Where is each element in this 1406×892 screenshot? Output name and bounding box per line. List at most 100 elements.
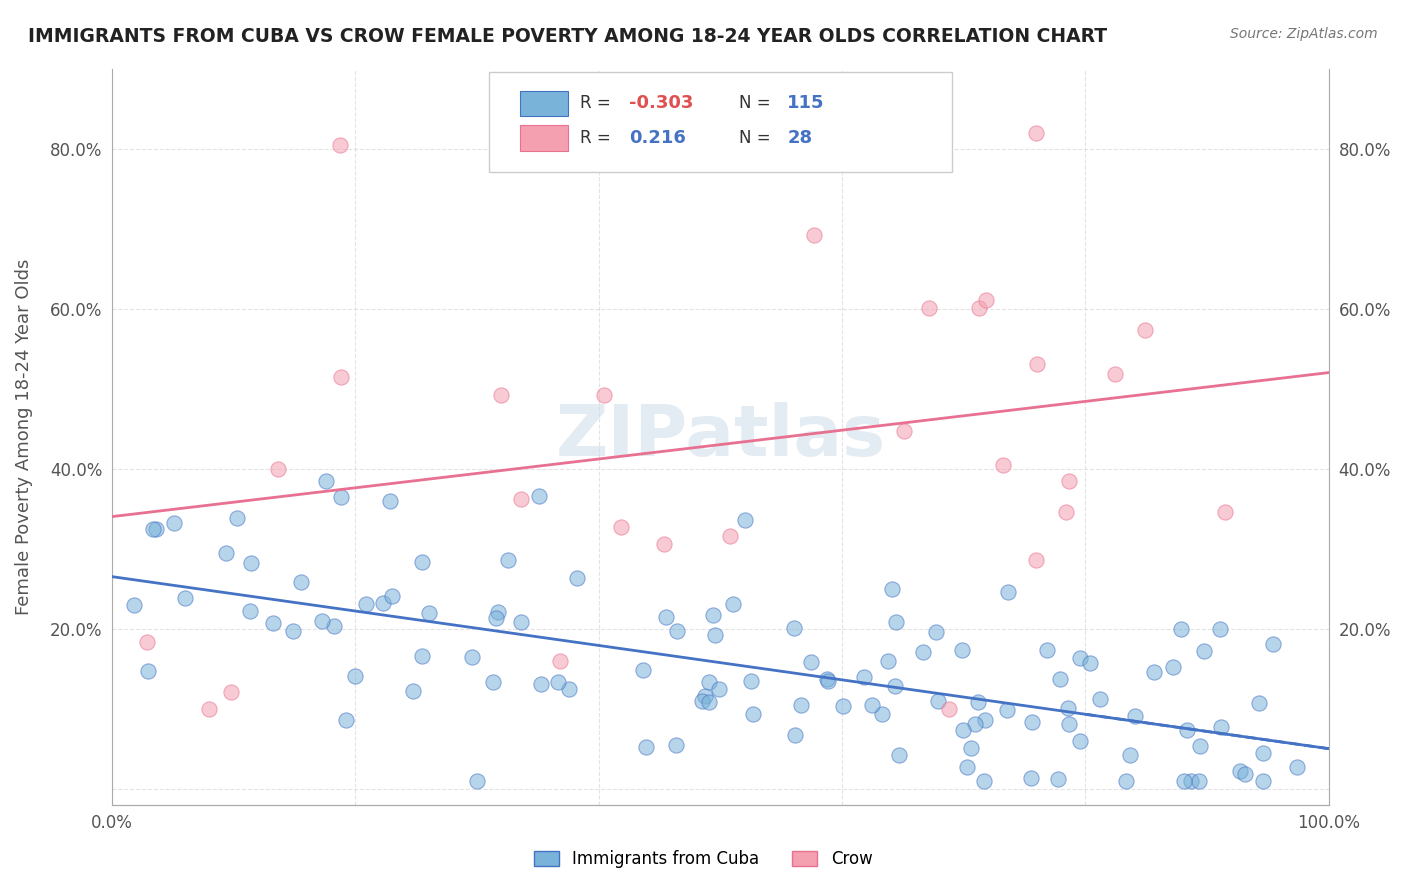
Point	[887, 747, 910, 762]
Point	[1161, 659, 1184, 673]
Text: 28: 28	[787, 129, 813, 147]
Point	[1208, 623, 1230, 637]
Point	[465, 773, 488, 788]
Point	[239, 604, 262, 618]
Text: Source: ZipAtlas.com: Source: ZipAtlas.com	[1230, 27, 1378, 41]
Point	[911, 645, 934, 659]
Point	[697, 695, 720, 709]
Point	[1192, 643, 1215, 657]
Point	[215, 546, 238, 560]
Text: ZIPatlas: ZIPatlas	[555, 402, 886, 471]
Point	[290, 574, 312, 589]
Point	[927, 694, 949, 708]
Point	[1261, 637, 1284, 651]
Point	[963, 717, 986, 731]
Point	[918, 301, 941, 315]
Point	[527, 489, 550, 503]
Point	[136, 634, 159, 648]
Point	[323, 618, 346, 632]
Point	[1025, 553, 1047, 567]
Point	[565, 571, 588, 585]
Point	[967, 301, 990, 315]
Point	[665, 624, 688, 639]
Point	[853, 670, 876, 684]
Point	[330, 490, 353, 504]
Point	[593, 388, 616, 402]
Point	[817, 673, 839, 688]
Text: -0.303: -0.303	[628, 95, 693, 112]
Point	[547, 674, 569, 689]
FancyBboxPatch shape	[520, 91, 568, 116]
Point	[329, 370, 352, 384]
Point	[832, 698, 855, 713]
Point	[1188, 773, 1211, 788]
Point	[311, 614, 333, 628]
Point	[790, 698, 813, 712]
Point	[967, 694, 990, 708]
Point	[1078, 656, 1101, 670]
Point	[1021, 715, 1043, 730]
Point	[950, 643, 973, 657]
Point	[974, 713, 997, 727]
Point	[510, 491, 533, 506]
Point	[1247, 696, 1270, 710]
Point	[742, 706, 765, 721]
Y-axis label: Female Poverty Among 18-24 Year Olds: Female Poverty Among 18-24 Year Olds	[15, 259, 32, 615]
Point	[1057, 701, 1080, 715]
Point	[636, 739, 658, 754]
Point	[163, 516, 186, 530]
Point	[1115, 773, 1137, 788]
Point	[344, 669, 367, 683]
Point	[882, 582, 904, 596]
Point	[142, 522, 165, 536]
FancyBboxPatch shape	[489, 72, 952, 171]
Point	[610, 520, 633, 534]
Point	[1133, 323, 1156, 337]
Point	[1251, 746, 1274, 760]
Point	[267, 462, 290, 476]
Point	[1069, 733, 1091, 747]
Point	[815, 672, 838, 686]
Point	[690, 694, 713, 708]
Point	[655, 609, 678, 624]
Point	[460, 649, 482, 664]
Point	[380, 494, 402, 508]
Point	[734, 513, 756, 527]
Point	[1057, 474, 1080, 488]
Point	[862, 698, 884, 712]
Point	[1025, 126, 1047, 140]
Point	[631, 663, 654, 677]
Point	[411, 555, 433, 569]
Point	[718, 529, 741, 543]
Point	[371, 596, 394, 610]
FancyBboxPatch shape	[520, 125, 568, 151]
Point	[315, 474, 337, 488]
Point	[122, 599, 145, 613]
Point	[329, 138, 352, 153]
Point	[145, 522, 167, 536]
Point	[956, 760, 979, 774]
Point	[1123, 708, 1146, 723]
Point	[991, 458, 1014, 472]
Text: N =: N =	[738, 129, 776, 147]
Point	[952, 723, 974, 738]
Point	[1188, 739, 1211, 753]
Point	[402, 684, 425, 698]
Point	[652, 537, 675, 551]
Point	[1088, 691, 1111, 706]
Point	[1170, 622, 1192, 636]
Point	[995, 703, 1018, 717]
Point	[486, 605, 509, 619]
Point	[1286, 760, 1309, 774]
Point	[335, 714, 357, 728]
Point	[960, 741, 983, 756]
Point	[1175, 723, 1198, 738]
Legend: Immigrants from Cuba, Crow: Immigrants from Cuba, Crow	[527, 844, 879, 875]
Point	[489, 387, 512, 401]
Point	[893, 424, 915, 438]
Point	[1049, 672, 1071, 686]
Point	[703, 628, 725, 642]
Point	[1234, 767, 1257, 781]
Point	[938, 701, 960, 715]
Point	[354, 598, 377, 612]
